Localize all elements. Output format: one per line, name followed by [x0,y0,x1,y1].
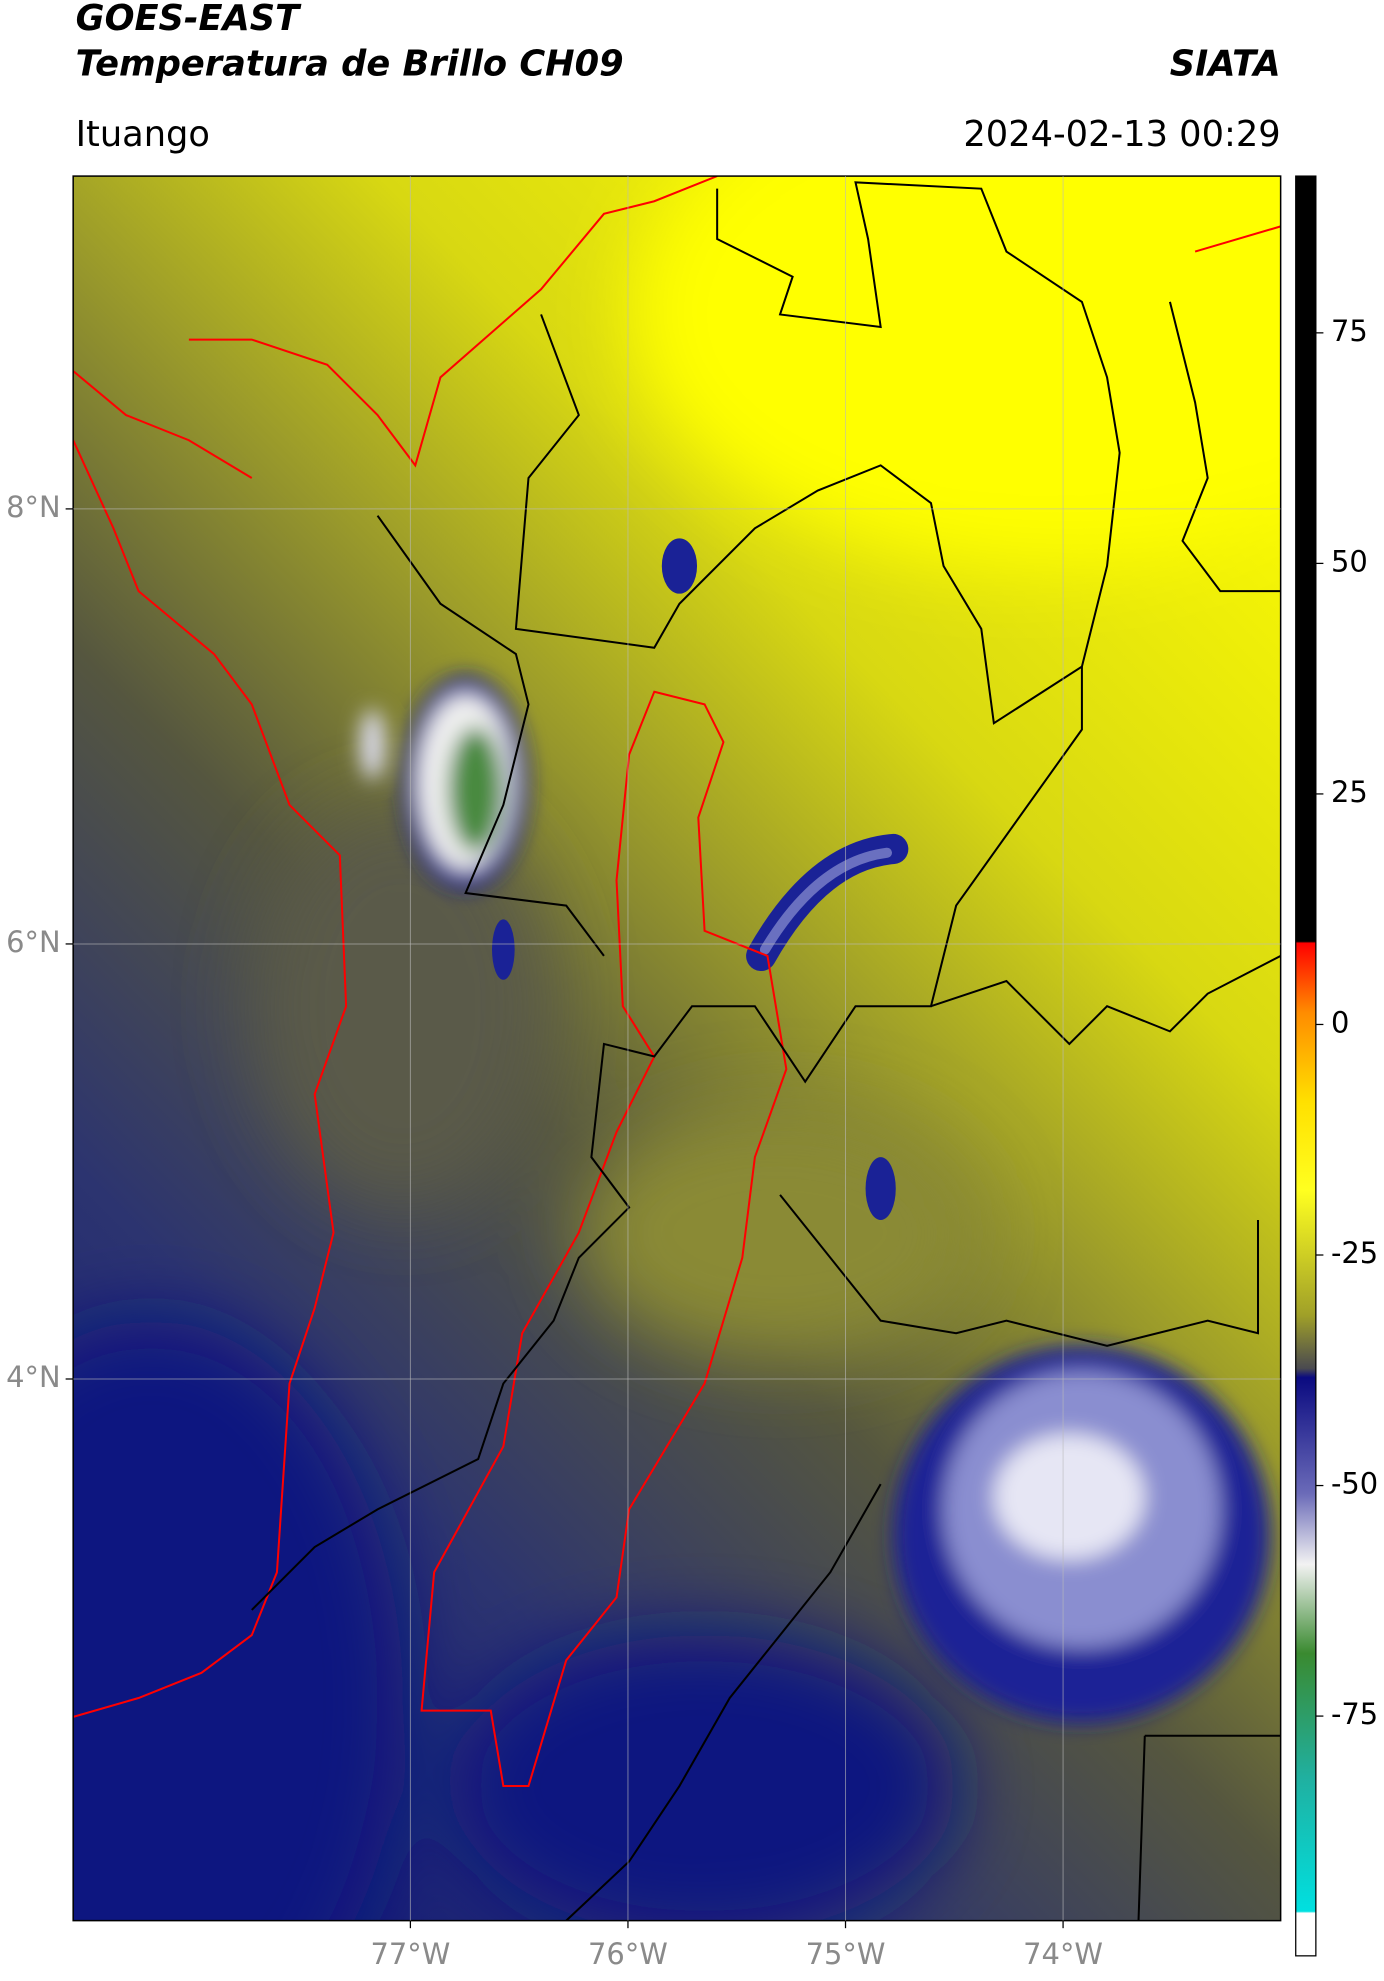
map-frame [72,175,1282,1922]
x-tick-label: 74°W [1023,1937,1103,1971]
agency: SIATA [1170,43,1281,84]
colorbar-tick-label: 50 [1331,544,1368,578]
title: GOES-EAST [76,0,302,39]
colorbar-tick-label: 25 [1331,775,1368,809]
colorbar-tick-label: 75 [1331,314,1368,348]
colorbar-tick-label: -75 [1331,1697,1378,1731]
timestamp: 2024-02-13 00:29 [963,114,1280,155]
x-tick-label: 75°W [806,1937,886,1971]
x-tick-label: 76°W [588,1937,668,1971]
colorbar [1295,175,1317,1957]
subtitle: Temperatura de Brillo CH09 [76,43,624,84]
y-tick-label: 4°N [6,1360,60,1394]
map-image [73,176,1281,1921]
colorbar-tick-label: -50 [1331,1467,1378,1501]
colorbar-tick-label: 0 [1331,1005,1349,1039]
y-tick-label: 6°N [6,925,60,959]
location: Ituango [76,114,210,155]
colorbar-tick-label: -25 [1331,1236,1378,1270]
x-tick-label: 77°W [370,1937,450,1971]
y-tick-label: 8°N [6,490,60,524]
